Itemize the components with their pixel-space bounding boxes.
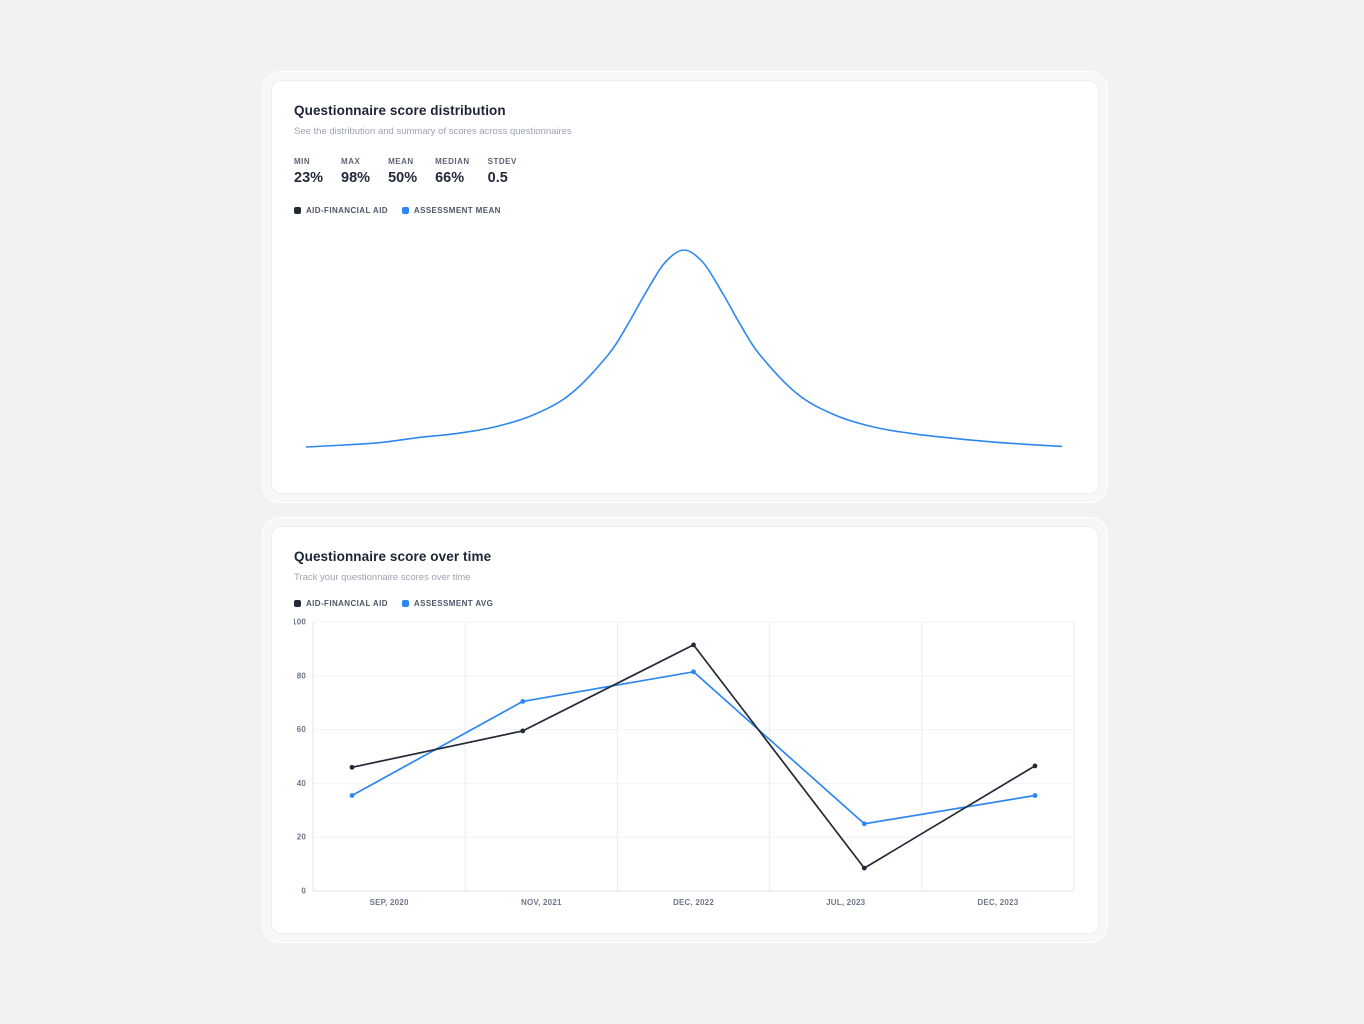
- legend-swatch-icon: [294, 207, 301, 214]
- legend-swatch-icon: [294, 600, 301, 607]
- legend-item-assessment-avg[interactable]: ASSESSMENT AVG: [401, 599, 494, 608]
- svg-text:100: 100: [294, 618, 306, 627]
- stat-stdev-label: STDEV: [487, 157, 517, 166]
- stat-stdev-value: 0.5: [487, 170, 508, 186]
- svg-text:SEP, 2020: SEP, 2020: [370, 898, 409, 907]
- distribution-card-title: Questionnaire score distribution: [294, 103, 506, 118]
- distribution-legend: AID-FINANCIAL AID ASSESSMENT MEAN: [294, 206, 1076, 215]
- score-line-chart: 0 20 40 60 80 100 SEP, 2020 NOV, 2021 DEC, 2022 J…: [294, 618, 1075, 907]
- stat-min: MIN 23%: [294, 157, 323, 186]
- legend-label: AID-FINANCIAL AID: [306, 599, 388, 608]
- legend-label: ASSESSMENT AVG: [413, 599, 494, 608]
- stat-min-value: 23%: [294, 170, 324, 186]
- stat-min-label: MIN: [294, 157, 311, 166]
- svg-text:JUL, 2023: JUL, 2023: [826, 898, 866, 907]
- svg-text:DEC, 2022: DEC, 2022: [673, 898, 714, 907]
- distribution-card: Questionnaire score distribution See the…: [271, 80, 1099, 494]
- stat-median-label: MEDIAN: [435, 157, 470, 166]
- distribution-card-frame: Questionnaire score distribution See the…: [262, 71, 1108, 503]
- timeseries-card-title: Questionnaire score over time: [294, 549, 492, 564]
- distribution-curve-chart: [306, 249, 1062, 448]
- svg-text:0: 0: [301, 887, 306, 896]
- stat-max-value: 98%: [341, 170, 371, 186]
- timeseries-card: Questionnaire score over time Track your…: [271, 526, 1099, 934]
- svg-text:80: 80: [297, 671, 307, 680]
- timeseries-card-subtitle: Track your questionnaire scores over tim…: [294, 572, 471, 583]
- legend-item-assessment-mean[interactable]: ASSESSMENT MEAN: [401, 206, 501, 215]
- stat-mean-value: 50%: [388, 170, 418, 186]
- stat-median-value: 66%: [435, 170, 465, 186]
- timeseries-card-frame: Questionnaire score over time Track your…: [262, 517, 1108, 943]
- legend-label: ASSESSMENT MEAN: [413, 206, 501, 215]
- svg-text:DEC, 2023: DEC, 2023: [977, 898, 1018, 907]
- distribution-stats-row: MIN 23% MAX 98% MEAN 50% MEDIAN 66% STDE…: [294, 157, 1076, 186]
- stat-max: MAX 98%: [341, 157, 370, 186]
- legend-item-aid-financial-aid[interactable]: AID-FINANCIAL AID: [294, 206, 388, 215]
- dashboard-page: Questionnaire score distribution See the…: [262, 71, 1108, 943]
- stat-mean: MEAN 50%: [388, 157, 417, 186]
- stat-mean-label: MEAN: [388, 157, 414, 166]
- legend-item-aid-financial-aid[interactable]: AID-FINANCIAL AID: [294, 599, 388, 608]
- stat-stdev: STDEV 0.5: [488, 157, 517, 186]
- distribution-card-subtitle: See the distribution and summary of scor…: [294, 126, 572, 137]
- svg-text:60: 60: [297, 725, 307, 734]
- stat-max-label: MAX: [341, 157, 361, 166]
- legend-swatch-icon: [401, 600, 409, 607]
- svg-text:20: 20: [297, 833, 307, 842]
- stat-median: MEDIAN 66%: [435, 157, 470, 186]
- legend-label: AID-FINANCIAL AID: [306, 206, 388, 215]
- timeseries-legend: AID-FINANCIAL AID ASSESSMENT AVG: [294, 599, 1076, 608]
- svg-text:40: 40: [297, 779, 307, 788]
- legend-swatch-icon: [401, 207, 409, 214]
- svg-text:NOV, 2021: NOV, 2021: [521, 898, 562, 907]
